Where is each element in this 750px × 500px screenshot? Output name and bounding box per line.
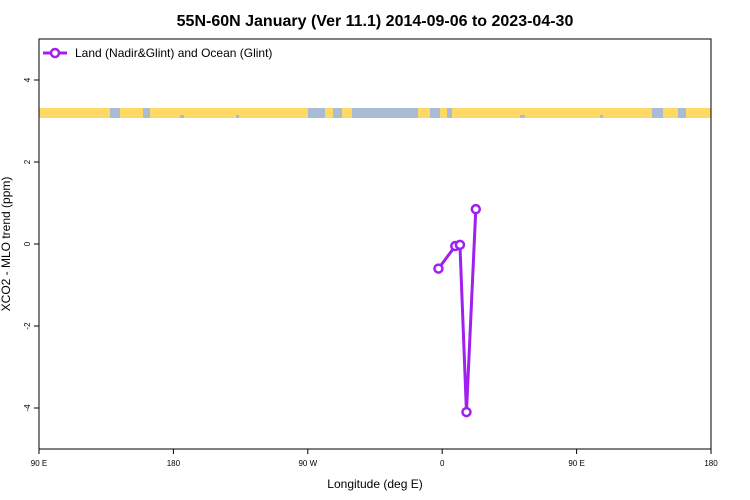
x-tick-label: 90 W [298,459,317,468]
data-point [433,263,444,274]
y-tick-label: -4 [23,404,32,412]
land-segment [418,108,430,118]
land-segment [663,108,678,118]
land-segment [440,108,447,118]
land-segment [39,108,110,118]
x-tick-label: 90 E [568,459,584,468]
land-ocean-band [39,108,711,118]
coast-notch [180,115,184,118]
legend-label: Land (Nadir&Glint) and Ocean (Glint) [75,46,272,60]
x-tick-label: 180 [704,459,718,468]
data-point [454,239,466,251]
ocean-band [39,108,711,118]
x-axis-label: Longitude (deg E) [327,477,422,491]
series-line [437,209,478,414]
chart-title: 55N-60N January (Ver 11.1) 2014-09-06 to… [177,13,574,30]
y-tick-label: 0 [23,241,32,246]
legend-marker [49,47,61,59]
coast-notch [520,115,525,118]
data-point [461,406,472,418]
coast-notch [236,115,239,118]
legend: Land (Nadir&Glint) and Ocean (Glint) [43,46,272,60]
x-axis: 90 E 180 90 W 0 90 E 180 [31,449,718,468]
land-segment [325,108,333,118]
x-tick-label: 180 [167,459,181,468]
land-segment [120,108,143,118]
coast-notch [600,115,603,118]
land-segment [150,108,308,118]
series-layer [433,203,482,418]
plot-frame [38,38,712,450]
land-segment [342,108,352,118]
y-axis: -4 -2 0 2 4 [23,77,39,412]
y-axis-label: XCO2 - MLO trend (ppm) [0,177,13,312]
y-tick-label: -2 [23,322,32,330]
y-tick-label: 4 [23,77,32,82]
y-tick-label: 2 [23,159,32,164]
data-point [470,203,482,215]
land-segment [452,108,652,118]
x-tick-label: 0 [440,459,445,468]
x-tick-label: 90 E [31,459,47,468]
land-segment [686,108,711,118]
